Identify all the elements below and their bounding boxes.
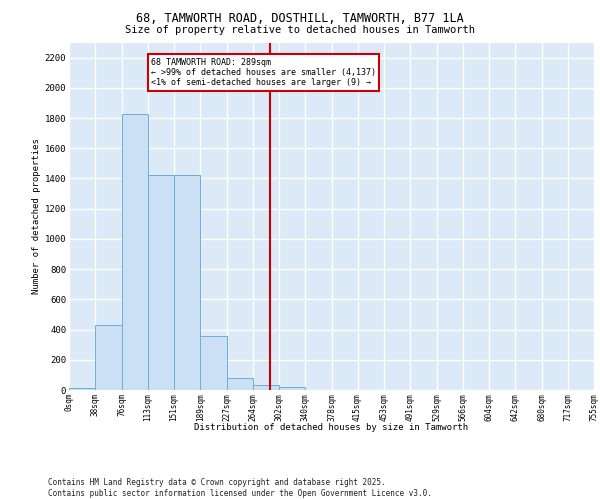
Bar — [227, 378, 253, 390]
Y-axis label: Number of detached properties: Number of detached properties — [32, 138, 41, 294]
Text: 68, TAMWORTH ROAD, DOSTHILL, TAMWORTH, B77 1LA: 68, TAMWORTH ROAD, DOSTHILL, TAMWORTH, B… — [136, 12, 464, 26]
Bar — [279, 387, 305, 390]
Bar — [253, 386, 279, 390]
Bar — [174, 176, 200, 390]
Bar — [122, 114, 148, 390]
X-axis label: Distribution of detached houses by size in Tamworth: Distribution of detached houses by size … — [194, 424, 469, 432]
Text: Size of property relative to detached houses in Tamworth: Size of property relative to detached ho… — [125, 25, 475, 35]
Bar — [200, 336, 227, 390]
Bar — [95, 325, 122, 390]
Text: Contains HM Land Registry data © Crown copyright and database right 2025.
Contai: Contains HM Land Registry data © Crown c… — [48, 478, 432, 498]
Bar — [69, 388, 95, 390]
Text: 68 TAMWORTH ROAD: 289sqm
← >99% of detached houses are smaller (4,137)
<1% of se: 68 TAMWORTH ROAD: 289sqm ← >99% of detac… — [151, 58, 376, 88]
Bar — [148, 176, 174, 390]
